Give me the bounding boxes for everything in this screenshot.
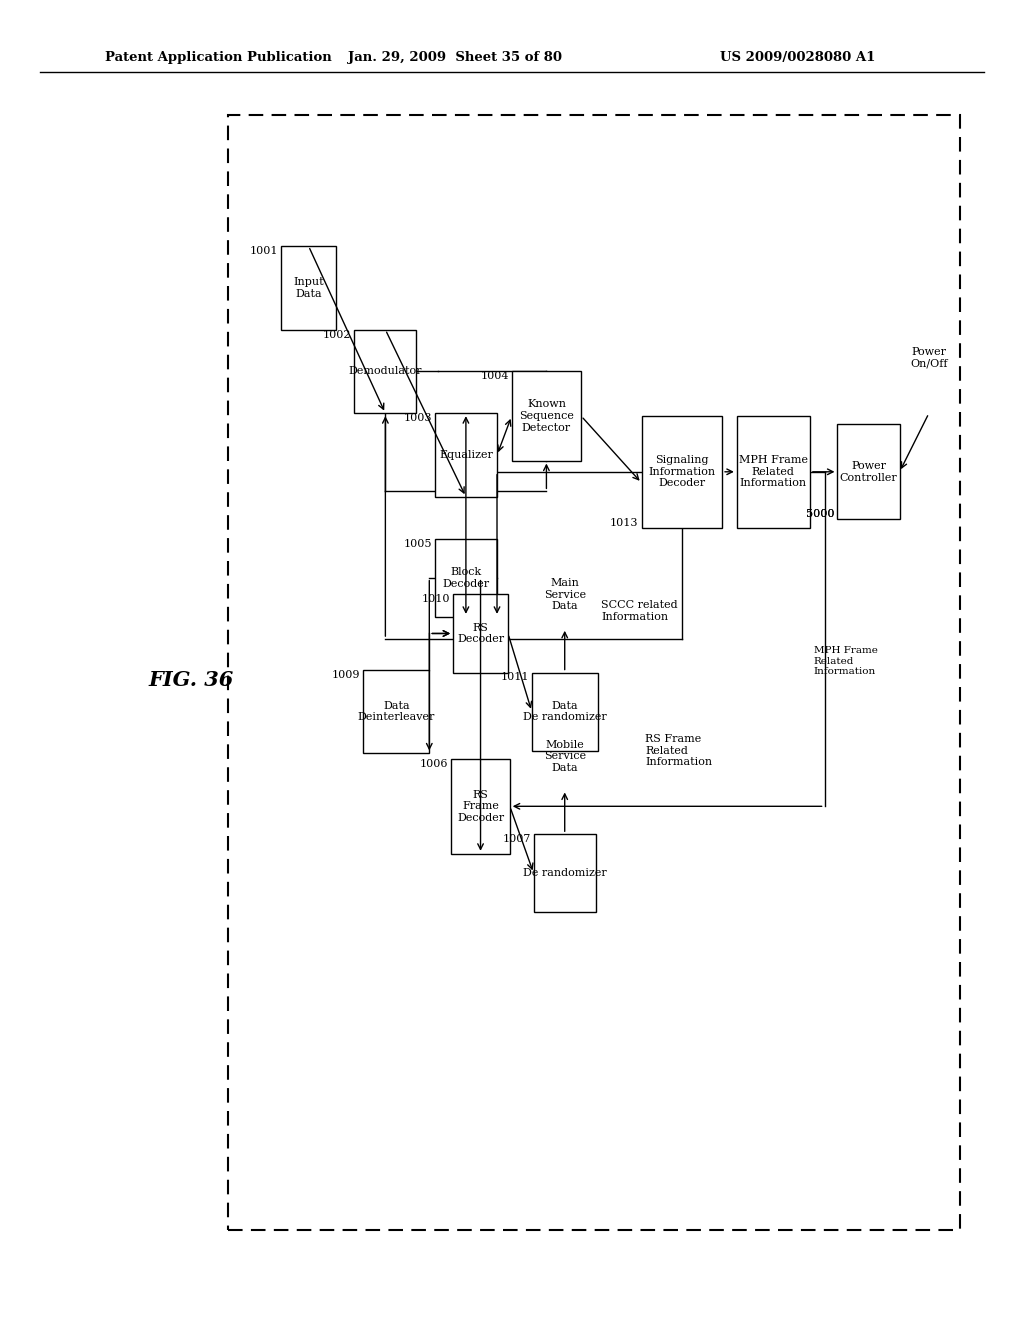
- Text: 1002: 1002: [323, 330, 351, 339]
- Text: 1011: 1011: [501, 672, 528, 682]
- Text: Known
Sequence
Detector: Known Sequence Detector: [519, 400, 573, 433]
- Text: US 2009/0028080 A1: US 2009/0028080 A1: [720, 50, 874, 63]
- Text: FIG. 36: FIG. 36: [148, 671, 233, 690]
- Bar: [435, 539, 497, 616]
- Bar: [453, 594, 508, 672]
- Bar: [736, 416, 810, 528]
- Text: SCCC related
Information: SCCC related Information: [601, 601, 678, 622]
- Bar: [281, 246, 336, 330]
- Bar: [838, 425, 900, 519]
- Text: Input
Data: Input Data: [293, 277, 324, 298]
- Text: 5000: 5000: [806, 510, 835, 519]
- Text: 1009: 1009: [332, 669, 360, 680]
- Text: 1010: 1010: [422, 594, 451, 605]
- Text: 1001: 1001: [250, 246, 279, 256]
- Text: Power
On/Off: Power On/Off: [910, 347, 947, 368]
- Bar: [642, 416, 722, 528]
- Text: 1006: 1006: [420, 759, 449, 770]
- Text: Data
Deinterleaver: Data Deinterleaver: [357, 701, 435, 722]
- Text: 1013: 1013: [610, 517, 639, 528]
- Text: Mobile
Service
Data: Mobile Service Data: [544, 739, 586, 772]
- Text: Main
Service
Data: Main Service Data: [544, 578, 586, 611]
- Text: MPH Frame
Related
Information: MPH Frame Related Information: [814, 647, 878, 676]
- Text: MPH Frame
Related
Information: MPH Frame Related Information: [739, 455, 808, 488]
- Text: Jan. 29, 2009  Sheet 35 of 80: Jan. 29, 2009 Sheet 35 of 80: [348, 50, 562, 63]
- Bar: [531, 672, 598, 751]
- Bar: [364, 669, 429, 754]
- Bar: [452, 759, 510, 854]
- Text: Signaling
Information
Decoder: Signaling Information Decoder: [648, 455, 716, 488]
- Bar: [534, 834, 596, 912]
- Text: 5000: 5000: [806, 510, 835, 519]
- Text: 1004: 1004: [480, 371, 509, 381]
- Text: Block
Decoder: Block Decoder: [442, 566, 489, 589]
- Bar: [228, 115, 961, 1230]
- Text: RS Frame
Related
Information: RS Frame Related Information: [645, 734, 713, 767]
- Bar: [512, 371, 582, 461]
- Text: 1005: 1005: [403, 539, 432, 549]
- Text: Demodulator: Demodulator: [348, 367, 422, 376]
- Text: 1007: 1007: [502, 834, 530, 845]
- Text: Patent Application Publication: Patent Application Publication: [105, 50, 332, 63]
- Text: Power
Controller: Power Controller: [840, 461, 897, 483]
- Text: Equalizer: Equalizer: [439, 450, 493, 461]
- Bar: [354, 330, 417, 413]
- Text: RS
Frame
Decoder: RS Frame Decoder: [457, 789, 504, 822]
- Text: De randomizer: De randomizer: [523, 869, 606, 878]
- Text: RS
Decoder: RS Decoder: [457, 623, 504, 644]
- Text: 1003: 1003: [403, 413, 432, 424]
- Text: Data
De randomizer: Data De randomizer: [523, 701, 606, 722]
- Bar: [435, 413, 497, 496]
